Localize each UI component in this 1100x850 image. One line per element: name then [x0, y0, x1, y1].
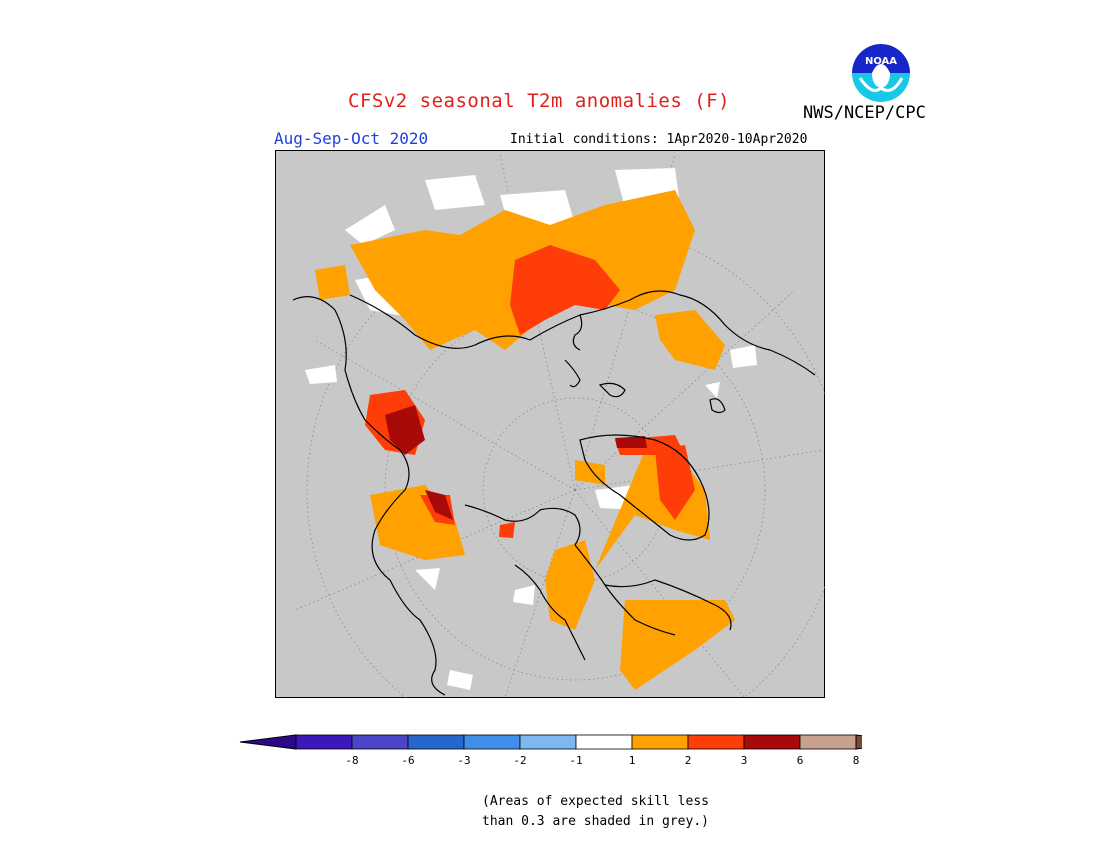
- skill-note: (Areas of expected skill less than 0.3 a…: [482, 792, 709, 832]
- coastlines: [292, 290, 816, 696]
- season-label: Aug-Sep-Oct 2020: [274, 129, 429, 148]
- colorbar-bin: [575, 734, 633, 750]
- anomaly-3-to-6-areas: [385, 405, 647, 520]
- colorbar-tick-label: -8: [345, 754, 358, 767]
- map-title: CFSv2 seasonal T2m anomalies (F): [348, 90, 731, 112]
- colorbar-bin: [463, 734, 521, 750]
- colorbar-tick-label: 8: [853, 754, 860, 767]
- initial-conditions-label: Initial conditions: 1Apr2020-10Apr2020: [510, 132, 808, 147]
- skill-note-line-1: (Areas of expected skill less: [482, 794, 709, 809]
- colorbar-bin: [743, 734, 801, 750]
- colorbar-tick-label: 2: [685, 754, 692, 767]
- colorbar-over-arrow: [855, 734, 862, 750]
- organization-label: NWS/NCEP/CPC: [803, 103, 926, 123]
- colorbar-bin: [687, 734, 745, 750]
- colorbar-bin: [631, 734, 689, 750]
- colorbar-tick-label: 3: [741, 754, 748, 767]
- polar-anomaly-map: [275, 150, 825, 698]
- colorbar-tick-label: -3: [457, 754, 470, 767]
- colorbar-tick-label: -1: [569, 754, 582, 767]
- colorbar-bin: [351, 734, 409, 750]
- colorbar-bin: [519, 734, 577, 750]
- noaa-logo-icon: NOAA: [851, 43, 911, 103]
- logo-text: NOAA: [865, 56, 897, 67]
- color-scale-bar: -8 -6 -3 -2 -1 1 2 3 6 8: [239, 734, 862, 767]
- colorbar-tick-label: -2: [513, 754, 526, 767]
- skill-note-line-2: than 0.3 are shaded in grey.): [482, 814, 709, 829]
- colorbar-under-arrow: [239, 734, 297, 750]
- colorbar-tick-label: -6: [401, 754, 414, 767]
- colorbar-bin: [295, 734, 353, 750]
- colorbar-bin: [407, 734, 465, 750]
- colorbar-tick-label: 1: [629, 754, 636, 767]
- colorbar-bin: [799, 734, 857, 750]
- colorbar-tick-label: 6: [797, 754, 804, 767]
